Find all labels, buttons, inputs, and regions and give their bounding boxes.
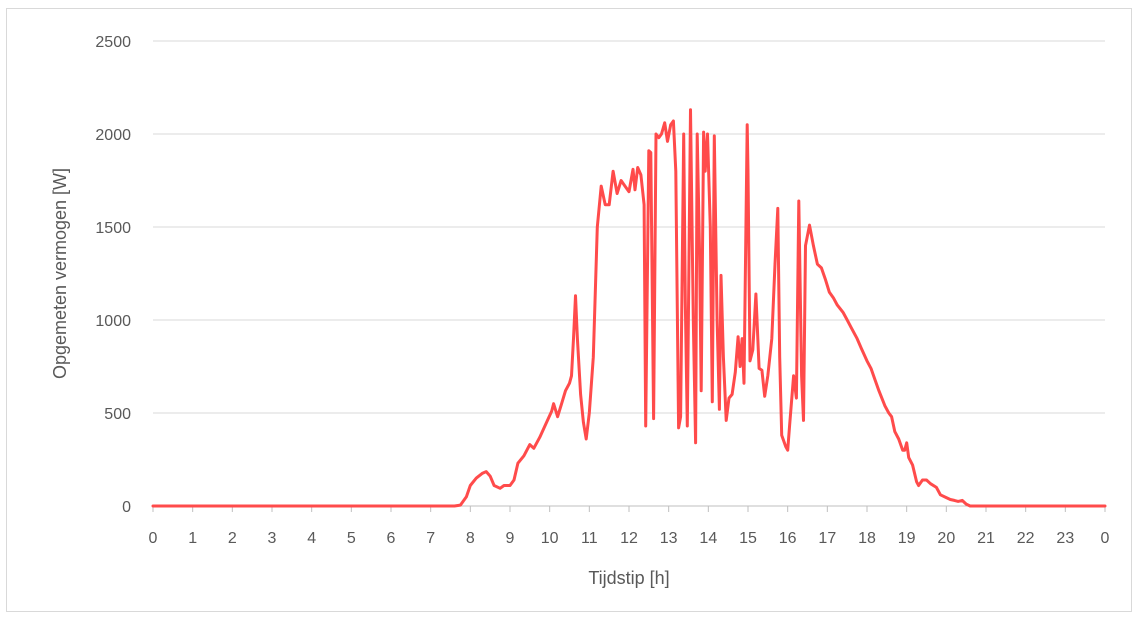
y-tick-label: 2500 xyxy=(95,34,131,51)
x-tick-label: 16 xyxy=(779,530,797,547)
x-tick-label: 12 xyxy=(620,530,638,547)
y-tick-label: 1500 xyxy=(95,220,131,237)
x-tick-label: 10 xyxy=(541,530,559,547)
x-tick-label: 8 xyxy=(466,530,475,547)
x-tick-label: 7 xyxy=(426,530,435,547)
y-tick-label: 2000 xyxy=(95,127,131,144)
x-tick-label: 13 xyxy=(660,530,678,547)
series-line xyxy=(151,108,1107,508)
x-tick-label: 2 xyxy=(228,530,237,547)
y-axis-title: Opgemeten vermogen [W] xyxy=(50,168,70,379)
y-tick-label: 500 xyxy=(104,406,131,423)
x-tick-label: 22 xyxy=(1017,530,1035,547)
x-tick-label: 0 xyxy=(149,530,158,547)
x-tick-label: 1 xyxy=(188,530,197,547)
x-tick-label: 3 xyxy=(268,530,277,547)
y-axis-tick-labels: 0 500 1000 1500 2000 2500 xyxy=(95,34,131,516)
x-tick-label: 5 xyxy=(347,530,356,547)
x-axis-tick-labels: 0 1 2 3 4 5 6 7 8 9 10 11 12 13 14 15 16 17 18 19 20 21 22 23 0 xyxy=(149,530,1110,547)
x-tick-label: 23 xyxy=(1056,530,1074,547)
x-tick-label: 15 xyxy=(739,530,757,547)
x-tick-label: 17 xyxy=(818,530,836,547)
gridlines xyxy=(153,40,1105,414)
x-tick-label: 14 xyxy=(699,530,717,547)
x-tick-label: 4 xyxy=(307,530,316,547)
x-tick-label: 9 xyxy=(506,530,515,547)
x-tick-label: 0 xyxy=(1101,530,1110,547)
x-tick-label: 19 xyxy=(898,530,916,547)
x-axis-title: Tijdstip [h] xyxy=(588,568,669,588)
chart-frame xyxy=(6,8,1132,612)
x-tick-label: 20 xyxy=(937,530,955,547)
x-tick-label: 11 xyxy=(581,530,598,547)
x-tick-label: 21 xyxy=(977,530,995,547)
y-tick-label: 0 xyxy=(122,499,131,516)
x-tick-label: 6 xyxy=(387,530,396,547)
series-layer xyxy=(151,108,1107,508)
y-tick-label: 1000 xyxy=(95,313,131,330)
x-tick-label: 18 xyxy=(858,530,876,547)
